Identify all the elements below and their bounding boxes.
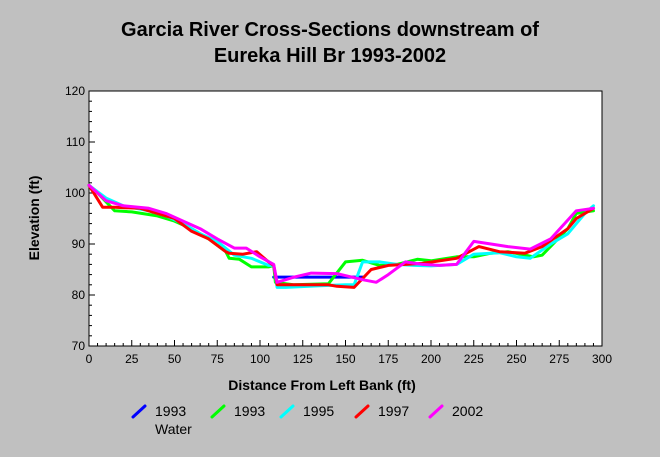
y-tick-label: 110 [66,135,85,149]
x-tick-label: 200 [421,352,441,366]
x-tick-label: 250 [506,352,526,366]
legend-label-0: 1993 [155,403,186,419]
legend-label-1: 1993 [234,403,265,419]
legend-swatch-2 [279,404,295,419]
chart-title-line-1: Garcia River Cross-Sections downstream o… [121,19,539,41]
legend-label-0: Water [155,421,192,437]
legend-label-2: 1995 [303,403,334,419]
y-tick-label: 90 [72,237,86,251]
y-tick-label: 100 [65,186,85,200]
x-tick-label: 300 [592,352,612,366]
x-tick-label: 225 [464,352,484,366]
x-tick-label: 0 [86,352,93,366]
axes-layer: 0 25 50 75 100 125 150 175 200 225 250 275 300 70 80 90… [65,84,612,366]
legend: 1993 Water 1993 1995 1997 2002 [131,403,483,437]
series-layer [87,183,595,289]
x-tick-label: 25 [125,352,139,366]
y-tick-label: 70 [72,339,86,353]
legend-swatch-3 [354,404,370,419]
x-tick-label: 175 [378,352,398,366]
y-axis-label: Elevation (ft) [26,176,42,261]
series-line-4 [87,183,595,284]
legend-swatch-0 [131,404,147,419]
chart-title-line-2: Eureka Hill Br 1993-2002 [213,45,447,67]
x-tick-label: 50 [168,352,182,366]
legend-label-4: 2002 [452,403,483,419]
x-tick-label: 100 [250,352,270,366]
x-tick-label: 150 [335,352,355,366]
x-tick-label: 125 [293,352,313,366]
legend-label-3: 1997 [378,403,409,419]
legend-swatch-4 [428,404,444,419]
x-tick-label: 275 [549,352,569,366]
y-tick-label: 80 [72,288,86,302]
y-tick-label: 120 [65,84,85,98]
x-axis-label: Distance From Left Bank (ft) [228,377,415,393]
x-tick-label: 75 [211,352,225,366]
legend-swatch-1 [210,404,226,419]
